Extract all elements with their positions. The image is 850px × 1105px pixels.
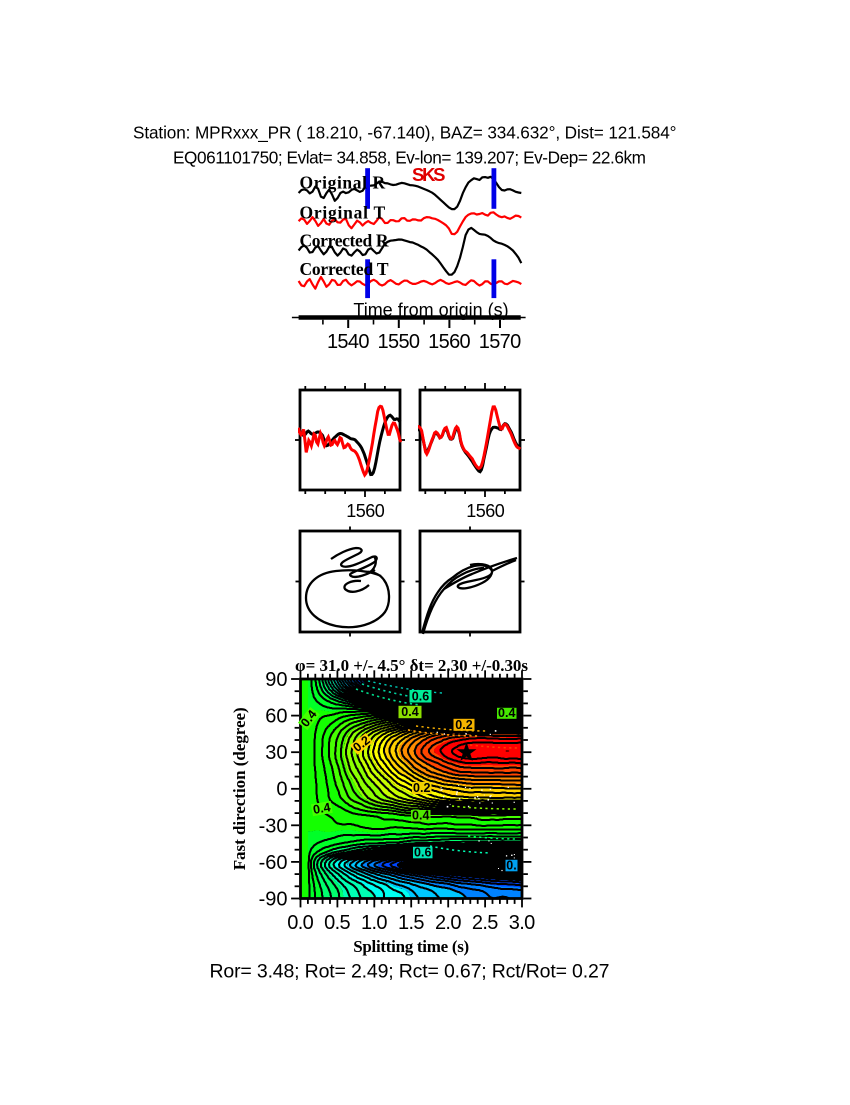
svg-text:0.2: 0.2 — [413, 781, 430, 795]
svg-text:30: 30 — [265, 742, 287, 764]
svg-text:0.: 0. — [506, 858, 516, 872]
svg-text:Corrected T: Corrected T — [300, 259, 389, 279]
svg-text:Original T: Original T — [300, 202, 386, 222]
svg-text:0.0: 0.0 — [287, 912, 314, 934]
svg-text:0: 0 — [276, 779, 287, 801]
svg-text:1540: 1540 — [327, 331, 370, 353]
svg-text:2.5: 2.5 — [472, 912, 499, 934]
svg-text:1550: 1550 — [378, 331, 421, 353]
svg-text:1560: 1560 — [428, 331, 471, 353]
svg-text:1560: 1560 — [466, 501, 505, 521]
svg-text:Time from origin (s): Time from origin (s) — [353, 300, 508, 320]
svg-text:60: 60 — [265, 706, 287, 728]
svg-text:Fast direction (degree): Fast direction (degree) — [230, 707, 249, 870]
svg-text:EQ061101750; Evlat= 34.858, E: EQ061101750; Evlat= 34.858, Ev-lon= 139.… — [173, 148, 646, 168]
svg-text:3.0: 3.0 — [509, 912, 536, 934]
svg-text:0.4: 0.4 — [498, 706, 515, 720]
svg-text:-60: -60 — [259, 852, 288, 874]
svg-text:Station: MPRxxx_PR ( 18.210,: Station: MPRxxx_PR ( 18.210, -67.140), B… — [133, 123, 677, 143]
svg-text:Corrected R: Corrected R — [300, 230, 389, 250]
svg-text:Ror= 3.48; Rot= 2.49; Rct= 0.6: Ror= 3.48; Rot= 2.49; Rct= 0.67; Rct/Rot… — [210, 961, 610, 983]
svg-text:1.0: 1.0 — [361, 912, 388, 934]
svg-text:0.5: 0.5 — [324, 912, 351, 934]
svg-text:-90: -90 — [259, 889, 288, 911]
svg-text:0.2: 0.2 — [455, 718, 472, 732]
svg-text:2.0: 2.0 — [435, 912, 462, 934]
svg-text:90: 90 — [265, 669, 287, 691]
svg-text:1560: 1560 — [346, 501, 385, 521]
svg-text:1570: 1570 — [479, 331, 522, 353]
svg-text:0.4: 0.4 — [401, 705, 418, 719]
svg-text:-30: -30 — [259, 815, 288, 837]
svg-text:Splitting time (s): Splitting time (s) — [353, 937, 469, 956]
svg-text:0.6: 0.6 — [414, 845, 431, 859]
svg-text:0.4: 0.4 — [312, 800, 332, 817]
svg-text:0.6: 0.6 — [412, 690, 429, 704]
svg-text:0.4: 0.4 — [412, 809, 429, 823]
svg-text:Original R: Original R — [300, 173, 386, 193]
svg-text:SKS: SKS — [412, 164, 446, 185]
svg-text:φ= 31.0 +/- 4.5° δt= 2.30 +/-0: φ= 31.0 +/- 4.5° δt= 2.30 +/-0.30s — [295, 656, 528, 675]
svg-text:1.5: 1.5 — [398, 912, 425, 934]
